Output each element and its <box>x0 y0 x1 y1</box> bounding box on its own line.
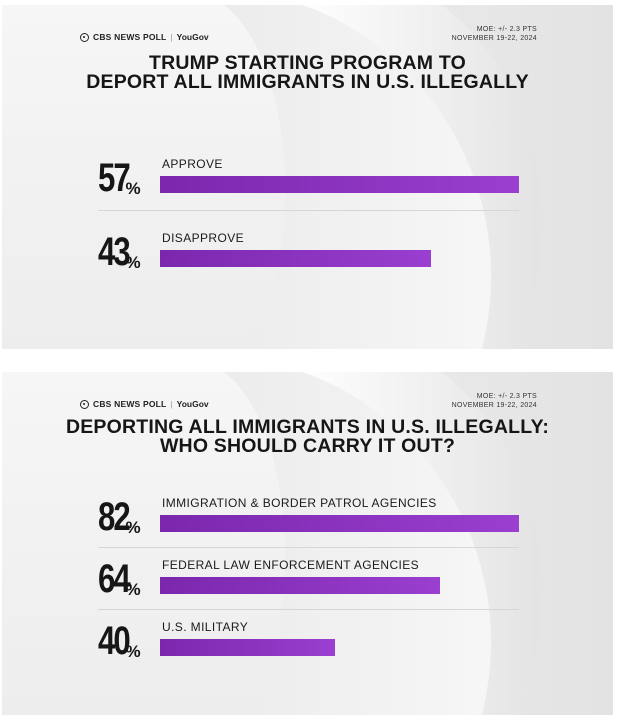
brand-separator: | <box>170 399 173 409</box>
brand-logo: CBS NEWS POLL | YouGov <box>80 399 209 409</box>
title-line-1: DEPORTING ALL IMMIGRANTS IN U.S. ILLEGAL… <box>65 416 550 438</box>
percent-value: 64% <box>98 555 141 599</box>
percent-sign: % <box>125 580 141 599</box>
brand-separator: | <box>170 32 173 42</box>
poll-panel-who-carries-out: CBS NEWS POLL | YouGov MOE: +/- 2.3 PTS … <box>2 372 613 715</box>
cbs-eye-icon <box>80 399 89 409</box>
row-divider <box>98 609 519 610</box>
title-line-2: DEPORT ALL IMMIGRANTS IN U.S. ILLEGALLY <box>86 71 529 93</box>
bar-value-label: 82 <box>98 495 131 539</box>
moe-value: MOE: +/- 2.3 PTS <box>476 26 537 33</box>
bar-value-label: 43 <box>98 230 131 274</box>
poll-panel-approval: CBS NEWS POLL | YouGov MOE: +/- 2.3 PTS … <box>2 5 613 349</box>
bar-immigration-agencies <box>160 515 519 532</box>
poll-dates: NOVEMBER 19-22, 2024 <box>451 34 537 42</box>
category-label: IMMIGRATION & BORDER PATROL AGENCIES <box>162 496 437 510</box>
percent-value: 57% <box>98 154 141 198</box>
partner-name: YouGov <box>176 399 209 409</box>
bar-value-label: 40 <box>98 619 131 663</box>
percent-sign: % <box>125 518 141 537</box>
bar-row-immigration-agencies: 82% IMMIGRATION & BORDER PATROL AGENCIES <box>2 493 613 553</box>
percent-sign: % <box>125 179 141 198</box>
chart-title: TRUMP STARTING PROGRAM TO DEPORT ALL IMM… <box>2 52 613 93</box>
poll-dates: NOVEMBER 19-22, 2024 <box>451 401 537 409</box>
row-divider <box>98 547 519 548</box>
bar-federal-law-enforcement <box>160 577 440 594</box>
bar-disapprove <box>160 250 431 267</box>
percent-value: 43% <box>98 228 141 272</box>
title-line-1: TRUMP STARTING PROGRAM TO <box>149 52 466 74</box>
category-label: U.S. MILITARY <box>162 620 249 634</box>
bar-us-military <box>160 639 335 656</box>
brand-logo: CBS NEWS POLL | YouGov <box>80 32 209 42</box>
network-name: CBS NEWS POLL <box>93 399 167 409</box>
bar-row-approve: 57% APPROVE <box>2 154 613 214</box>
cbs-eye-icon <box>80 32 89 42</box>
percent-value: 40% <box>98 617 141 661</box>
category-label: APPROVE <box>162 157 223 171</box>
partner-name: YouGov <box>176 32 209 42</box>
title-line-2: WHO SHOULD CARRY IT OUT? <box>159 435 456 457</box>
bar-value-label: 64 <box>98 557 131 601</box>
network-name: CBS NEWS POLL <box>93 32 167 42</box>
percent-value: 82% <box>98 493 141 537</box>
margin-of-error: MOE: +/- 2.3 PTS NOVEMBER 19-22, 2024 <box>452 393 537 410</box>
category-label: FEDERAL LAW ENFORCEMENT AGENCIES <box>162 558 420 572</box>
percent-sign: % <box>125 253 141 272</box>
bar-row-federal-law-enforcement: 64% FEDERAL LAW ENFORCEMENT AGENCIES <box>2 555 613 615</box>
bar-value-label: 57 <box>98 156 131 200</box>
row-divider <box>98 210 519 211</box>
category-label: DISAPPROVE <box>162 231 245 245</box>
moe-value: MOE: +/- 2.3 PTS <box>476 393 537 400</box>
bar-approve <box>160 176 519 193</box>
percent-sign: % <box>125 642 141 661</box>
bar-row-disapprove: 43% DISAPPROVE <box>2 228 613 288</box>
bar-row-us-military: 40% U.S. MILITARY <box>2 617 613 677</box>
chart-title: DEPORTING ALL IMMIGRANTS IN U.S. ILLEGAL… <box>2 416 613 457</box>
margin-of-error: MOE: +/- 2.3 PTS NOVEMBER 19-22, 2024 <box>452 26 537 43</box>
